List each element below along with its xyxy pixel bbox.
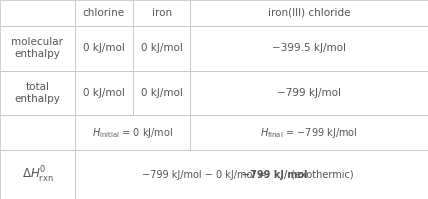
Bar [0,71,75,115]
Text: chlorine: chlorine [83,8,125,18]
Text: −799 kJ/mol: −799 kJ/mol [277,88,341,98]
Text: −799 kJ/mol − 0 kJ/mol =: −799 kJ/mol − 0 kJ/mol = [142,170,269,180]
Text: −799 kJ/mol: −799 kJ/mol [242,170,307,180]
Text: −399.5 kJ/mol: −399.5 kJ/mol [272,43,346,53]
Text: $H_{\mathrm{final}}$ = −799 kJ/mol: $H_{\mathrm{final}}$ = −799 kJ/mol [260,126,358,140]
Text: 0 kJ/mol: 0 kJ/mol [141,88,182,98]
Text: (exothermic): (exothermic) [288,170,354,180]
Text: iron: iron [152,8,172,18]
Text: molecular
enthalpy: molecular enthalpy [12,37,63,59]
Text: 0 kJ/mol: 0 kJ/mol [141,43,182,53]
Text: 0 kJ/mol: 0 kJ/mol [83,88,125,98]
Bar [75,0,133,26]
Text: total
enthalpy: total enthalpy [15,82,60,104]
Bar [133,26,190,71]
Bar [190,0,428,26]
Bar [0,0,75,26]
Bar [133,71,190,115]
Bar [75,26,133,71]
Bar [75,115,190,150]
Bar [133,0,190,26]
Text: $\Delta H^0_{\mathrm{rxn}}$: $\Delta H^0_{\mathrm{rxn}}$ [22,165,53,185]
Bar [0,115,75,150]
Bar [75,71,133,115]
Bar [190,115,428,150]
Bar [190,71,428,115]
Text: iron(III) chloride: iron(III) chloride [268,8,351,18]
Bar [190,26,428,71]
Text: $H_{\mathrm{initial}}$ = 0 kJ/mol: $H_{\mathrm{initial}}$ = 0 kJ/mol [92,126,173,140]
Bar [75,150,428,199]
Text: 0 kJ/mol: 0 kJ/mol [83,43,125,53]
Bar [0,150,75,199]
Bar [0,26,75,71]
